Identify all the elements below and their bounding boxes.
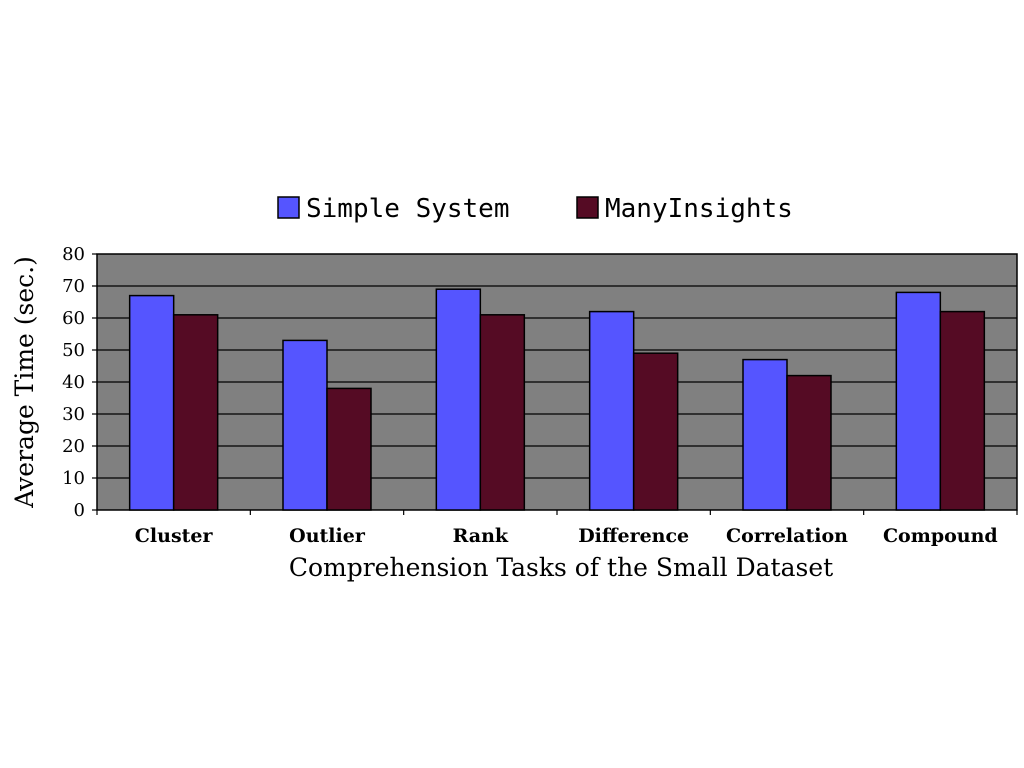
x-category-label-difference: Difference	[578, 525, 689, 547]
legend-swatch-simple-system	[277, 196, 300, 219]
gridlines	[97, 285, 1017, 479]
bar-simple-system-difference	[588, 310, 635, 511]
y-tick-label-70: 70	[62, 276, 85, 297]
bar-simple-system-compound	[895, 291, 942, 511]
y-axis-title: Average Time (sec.)	[10, 256, 39, 509]
x-axis-title: Comprehension Tasks of the Small Dataset	[289, 553, 833, 582]
y-tick-label-40: 40	[62, 372, 85, 393]
y-tick-label-30: 30	[62, 404, 85, 425]
x-category-label-compound: Compound	[883, 525, 998, 547]
x-category-label-cluster: Cluster	[135, 525, 214, 547]
y-tick-label-80: 80	[62, 244, 85, 265]
bar-manyinsights-correlation	[786, 374, 832, 511]
y-axis-ticks: 0 10 20 30 40 50 60 70 80	[62, 244, 97, 521]
x-axis-categories: Cluster Outlier Rank Difference Correlation C…	[96, 510, 1018, 547]
bar-simple-system-outlier	[282, 339, 328, 511]
bar-manyinsights-cluster	[172, 314, 219, 511]
y-tick-label-50: 50	[62, 340, 85, 361]
bar-simple-system-cluster	[128, 294, 175, 511]
bar-manyinsights-difference	[632, 352, 679, 511]
legend-swatch-manyinsights	[576, 196, 599, 219]
x-category-label-correlation: Correlation	[726, 525, 848, 547]
bar-manyinsights-compound	[939, 310, 986, 511]
y-tick-label-10: 10	[62, 468, 85, 489]
y-tick-label-0: 0	[74, 500, 85, 521]
y-tick-label-60: 60	[62, 308, 85, 329]
y-tick-label-20: 20	[62, 436, 85, 457]
legend: Simple System ManyInsights	[277, 194, 793, 224]
bar-manyinsights-outlier	[326, 387, 372, 511]
bar-simple-system-correlation	[742, 358, 788, 511]
bar-simple-system-rank	[435, 288, 482, 511]
bars	[128, 288, 986, 511]
x-category-label-rank: Rank	[453, 525, 509, 547]
legend-label-manyinsights: ManyInsights	[605, 194, 793, 224]
x-category-label-outlier: Outlier	[289, 525, 366, 547]
legend-label-simple-system: Simple System	[306, 194, 510, 224]
bar-manyinsights-rank	[479, 314, 526, 511]
